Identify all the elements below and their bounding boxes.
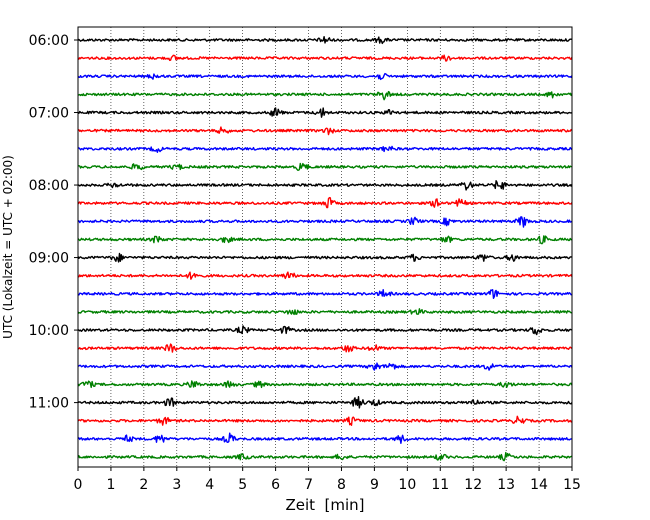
x-tick-label: 11 bbox=[431, 477, 449, 493]
trace-row bbox=[77, 362, 573, 371]
trace-row bbox=[77, 343, 573, 353]
y-tick-label: 08:00 bbox=[29, 178, 69, 194]
trace-row bbox=[77, 252, 573, 263]
vertical-gridlines bbox=[110, 27, 540, 467]
trace-row bbox=[78, 216, 573, 228]
x-tick-label: 12 bbox=[464, 477, 482, 493]
trace-row bbox=[77, 180, 573, 191]
x-tick-label: 6 bbox=[271, 477, 280, 493]
trace-row bbox=[77, 432, 573, 444]
trace-row bbox=[77, 271, 573, 280]
trace-row bbox=[77, 90, 573, 101]
trace-row bbox=[77, 54, 573, 62]
trace-row bbox=[77, 35, 573, 45]
x-tick-label: 5 bbox=[238, 477, 247, 493]
trace-row bbox=[77, 380, 573, 389]
x-tick-label: 14 bbox=[530, 477, 548, 493]
y-tick-label: 11:00 bbox=[29, 396, 69, 412]
y-tick-label: 06:00 bbox=[29, 33, 69, 49]
trace-row bbox=[77, 325, 573, 336]
x-axis-ticks: 0 1 2 3 4 5 6 7 8 9 10 11 12 13 14 15 bbox=[74, 467, 581, 493]
y-axis-ticks: 06:00 07:00 08:00 09:00 10:00 11:00 bbox=[29, 33, 78, 412]
trace-row bbox=[77, 415, 573, 426]
x-tick-label: 4 bbox=[205, 477, 214, 493]
trace-row bbox=[77, 107, 573, 118]
trace-row bbox=[77, 72, 573, 81]
y-tick-label: 09:00 bbox=[29, 251, 69, 267]
x-tick-label: 8 bbox=[337, 477, 346, 493]
x-tick-label: 1 bbox=[106, 477, 115, 493]
trace-row bbox=[77, 162, 573, 171]
y-axis-label: UTC (Lokalzeit = UTC + 02:00) bbox=[1, 155, 15, 339]
trace-row bbox=[77, 235, 573, 245]
trace-row bbox=[77, 308, 573, 316]
trace-row bbox=[77, 196, 573, 209]
trace-row bbox=[77, 395, 573, 409]
trace-row bbox=[77, 145, 573, 153]
x-axis-label: Zeit [min] bbox=[285, 496, 364, 514]
plot-frame bbox=[77, 26, 573, 468]
trace-row bbox=[77, 126, 573, 136]
seismic-traces bbox=[77, 35, 573, 462]
x-tick-label: 13 bbox=[497, 477, 515, 493]
x-tick-label: 0 bbox=[74, 477, 83, 493]
x-tick-label: 3 bbox=[172, 477, 181, 493]
trace-row bbox=[77, 451, 573, 462]
x-tick-label: 2 bbox=[139, 477, 148, 493]
trace-row bbox=[77, 289, 573, 300]
x-tick-label: 7 bbox=[304, 477, 313, 493]
x-tick-label: 15 bbox=[563, 477, 581, 493]
plot-background bbox=[78, 27, 572, 467]
x-tick-label: 10 bbox=[398, 477, 416, 493]
x-tick-label: 9 bbox=[370, 477, 379, 493]
y-tick-label: 10:00 bbox=[29, 323, 69, 339]
y-tick-label: 07:00 bbox=[29, 106, 69, 122]
